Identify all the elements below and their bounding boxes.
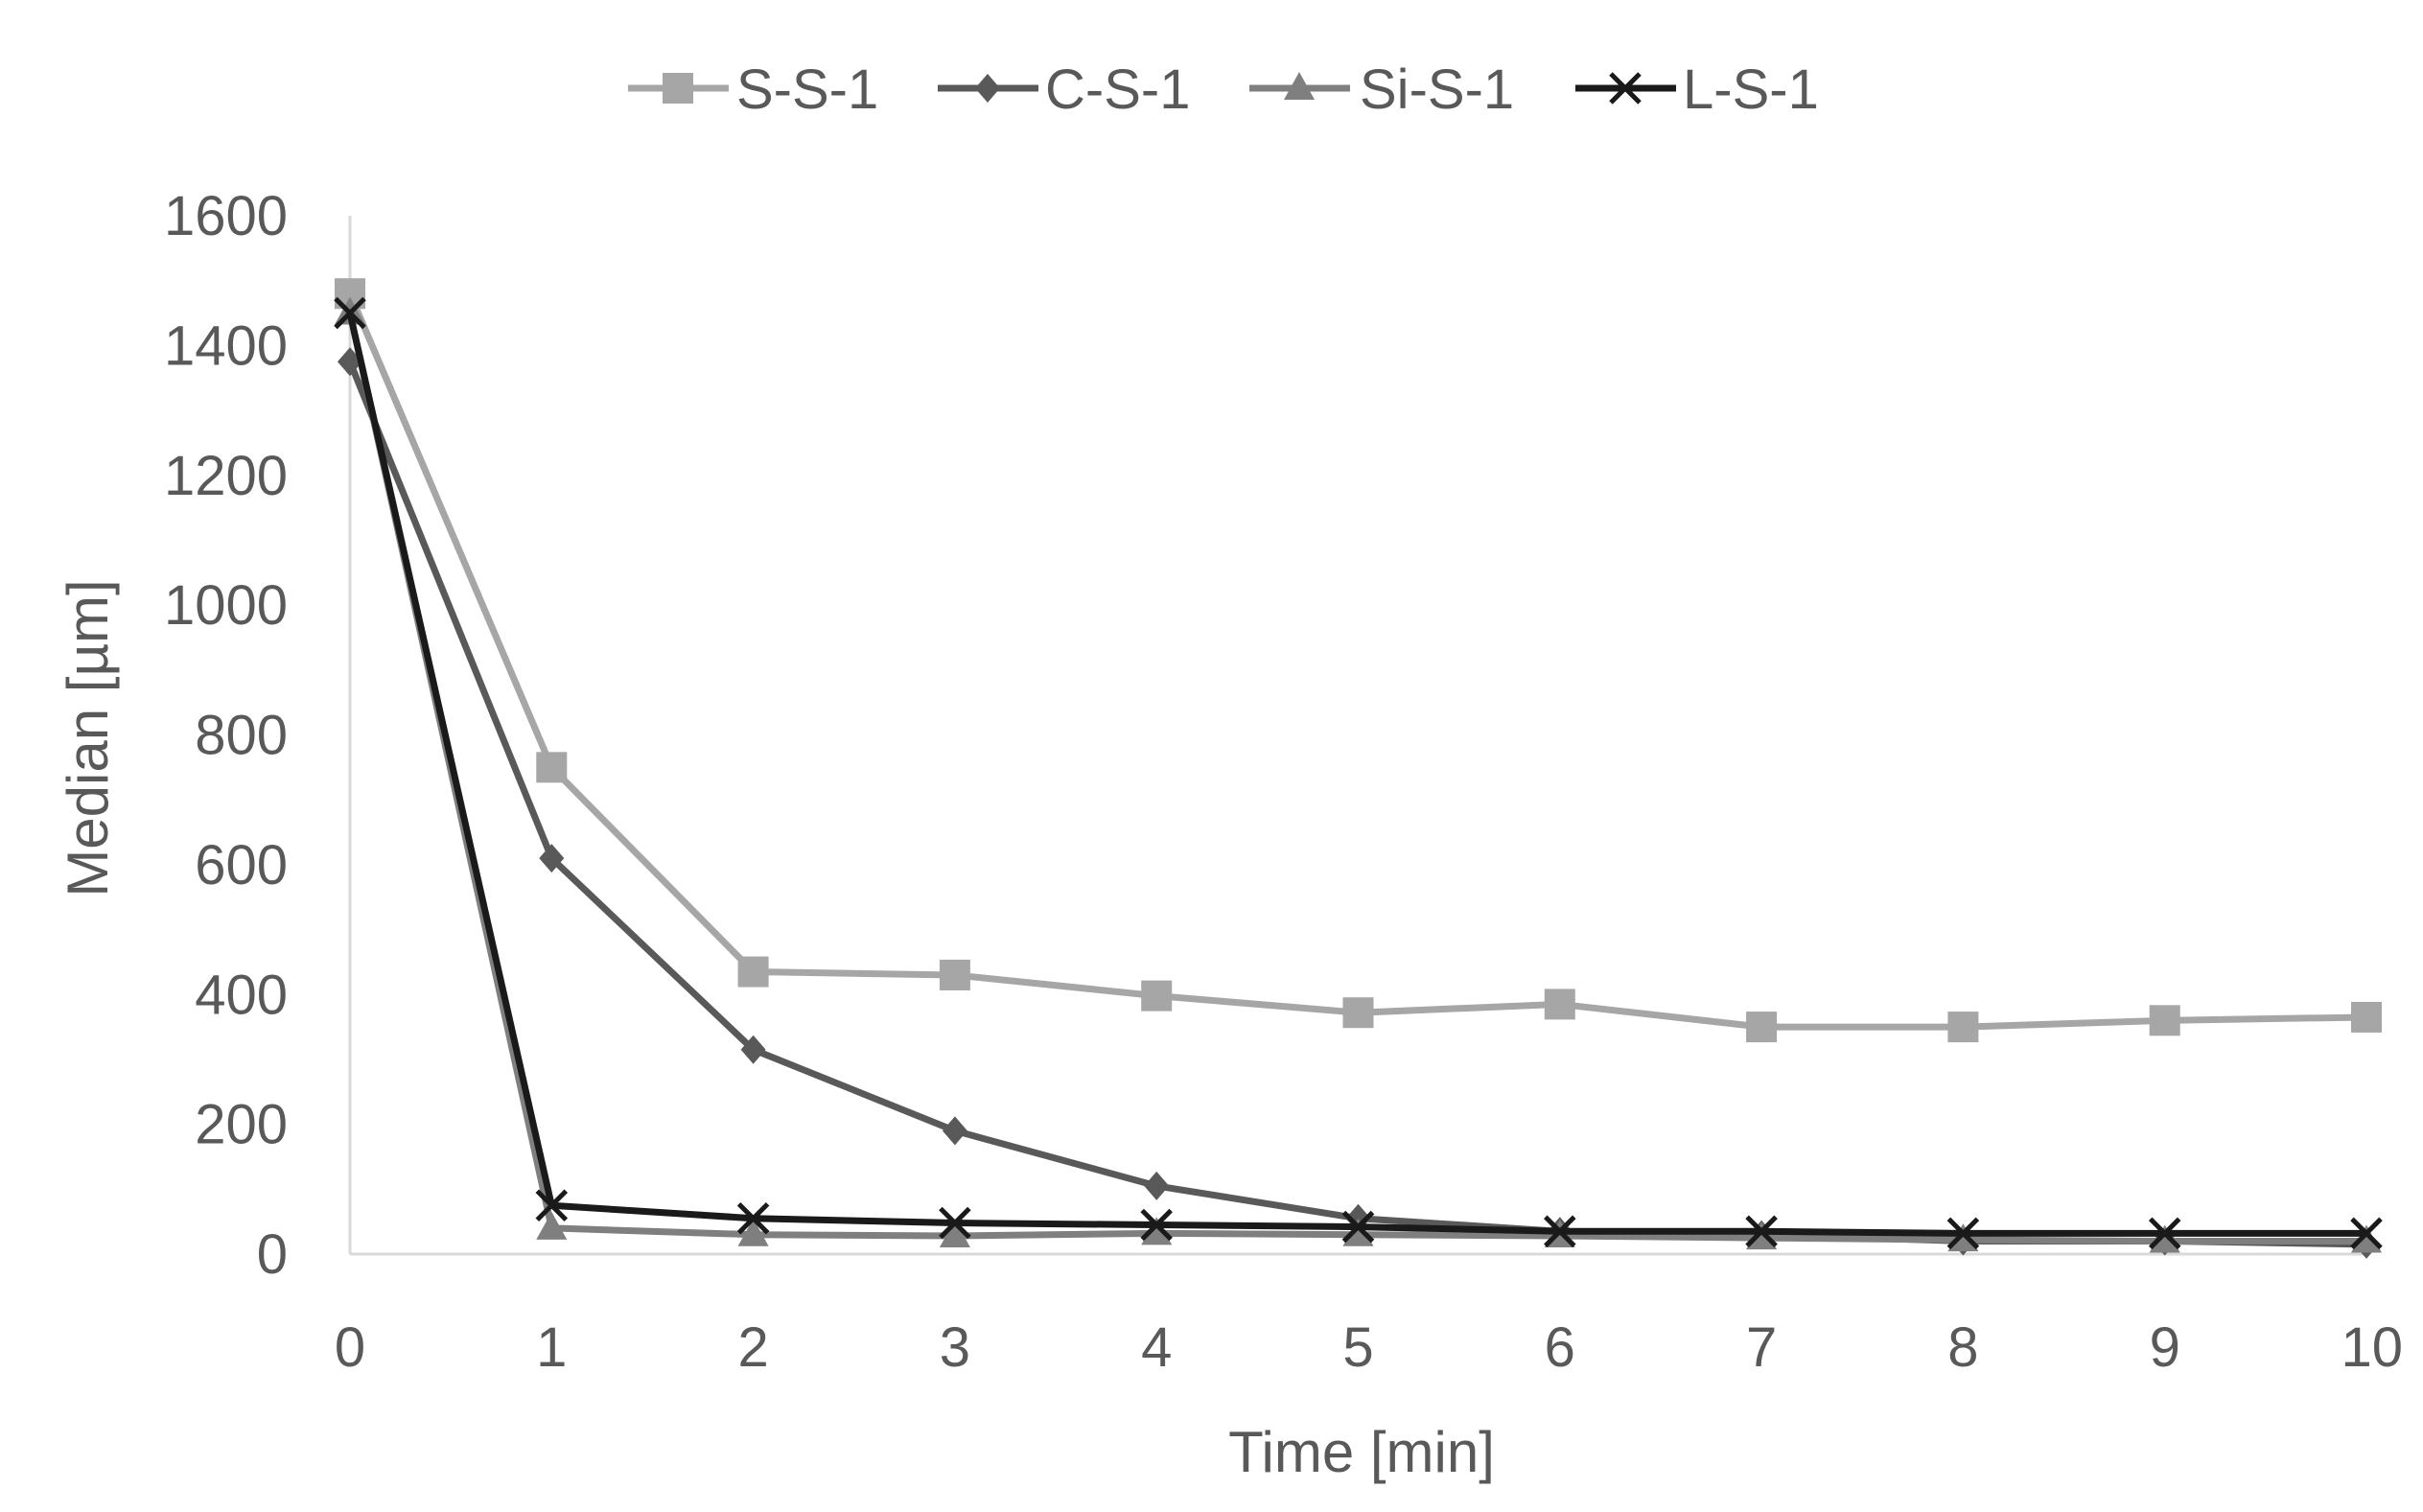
- y-tick-label: 0: [257, 1223, 288, 1286]
- x-tick-label: 0: [335, 1316, 365, 1379]
- x-tick-label: 8: [1947, 1316, 1978, 1379]
- series-line: [346, 291, 2367, 1031]
- data-point: [1544, 989, 1575, 1020]
- legend-item: Si-S-1: [1249, 58, 1514, 121]
- x-tick-label: 3: [940, 1316, 970, 1379]
- data-point: [2148, 1217, 2181, 1250]
- data-point: [1746, 1012, 1778, 1043]
- series-line: [346, 312, 2366, 1237]
- x-tick-label: 6: [1545, 1316, 1575, 1379]
- series-si-s-1: [335, 296, 2382, 1253]
- y-tick-label: 1400: [164, 314, 288, 377]
- data-point: [737, 1218, 769, 1246]
- series-l-s-1: [334, 296, 2383, 1250]
- data-point: [1544, 1215, 1576, 1248]
- y-tick-label: 1000: [164, 574, 288, 637]
- x-tick-label: 1: [536, 1316, 567, 1379]
- legend-marker: [975, 74, 1000, 103]
- data-point: [939, 1220, 970, 1248]
- data-point: [2149, 1224, 2180, 1253]
- data-point: [939, 959, 970, 990]
- legend-marker: [1609, 72, 1642, 105]
- data-point: [1342, 997, 1374, 1029]
- data-point: [1141, 1217, 1173, 1245]
- data-point: [939, 1206, 971, 1240]
- data-point: [1946, 1217, 1980, 1250]
- x-tick-label: 10: [2341, 1316, 2403, 1379]
- data-point: [2149, 1005, 2180, 1036]
- data-point: [2350, 1217, 2383, 1250]
- data-point: [1947, 1012, 1979, 1043]
- legend-label: C-S-1: [1045, 58, 1190, 121]
- data-point: [536, 1211, 568, 1240]
- plot-area: [334, 278, 2383, 1259]
- data-point: [1140, 1208, 1173, 1242]
- x-axis-title: Time [min]: [1228, 1420, 1495, 1484]
- legend-item: C-S-1: [938, 58, 1190, 121]
- series-s-s-1: [335, 278, 2382, 1043]
- legend-marker: [1284, 72, 1315, 100]
- data-point: [1745, 1215, 1778, 1248]
- data-point: [1141, 980, 1173, 1012]
- x-tick-label: 2: [737, 1316, 768, 1379]
- y-tick-label: 600: [195, 834, 288, 896]
- data-point: [736, 1202, 770, 1235]
- data-point: [536, 752, 568, 783]
- data-point: [737, 956, 769, 988]
- legend-marker: [663, 73, 693, 104]
- data-point: [535, 1189, 569, 1222]
- legend: S-S-1 C-S-1 Si-S-1 L-S-1: [628, 58, 1819, 121]
- legend-label: Si-S-1: [1360, 58, 1514, 121]
- series-line: [346, 312, 2366, 1244]
- x-tick-label: 4: [1141, 1316, 1172, 1379]
- data-point: [539, 844, 565, 873]
- series-line: [346, 360, 2367, 1248]
- y-axis-title: Median [µm]: [56, 579, 120, 896]
- data-point: [2351, 1001, 2382, 1033]
- x-axis-ticks: 0 1 2 3 4 5 6 7 8 9 10: [335, 1316, 2403, 1379]
- data-point: [2351, 1224, 2382, 1253]
- x-tick-label: 5: [1342, 1316, 1373, 1379]
- data-point: [740, 1035, 766, 1064]
- data-point: [1341, 1210, 1375, 1244]
- x-tick-label: 9: [2150, 1316, 2180, 1379]
- data-point: [942, 1116, 967, 1146]
- y-tick-label: 800: [195, 705, 288, 767]
- legend-label: S-S-1: [736, 58, 878, 121]
- legend-label: L-S-1: [1683, 58, 1819, 121]
- y-tick-label: 200: [195, 1094, 288, 1156]
- data-point: [334, 296, 366, 330]
- y-axis-ticks: 0 200 400 600 800 1000 1200 1400 1600: [164, 185, 288, 1286]
- series-c-s-1: [338, 347, 2379, 1259]
- data-point: [1144, 1171, 1170, 1200]
- legend-item: L-S-1: [1575, 58, 1819, 121]
- y-tick-label: 1200: [164, 445, 288, 507]
- y-tick-label: 400: [195, 964, 288, 1026]
- legend-item: S-S-1: [628, 58, 878, 121]
- data-point: [1342, 1218, 1374, 1246]
- y-tick-label: 1600: [164, 185, 288, 247]
- x-tick-label: 7: [1746, 1316, 1777, 1379]
